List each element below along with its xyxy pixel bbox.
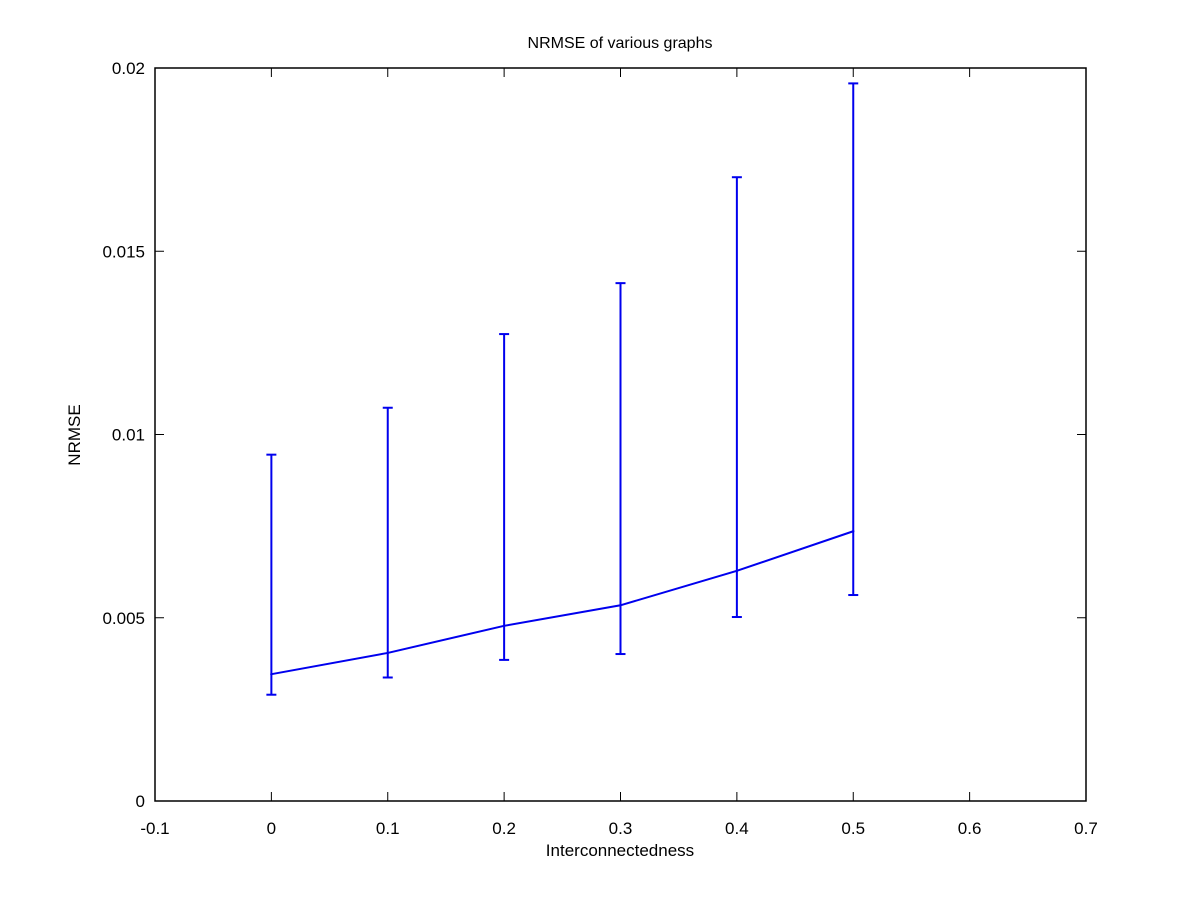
y-tick-label: 0	[136, 792, 145, 811]
y-tick-label: 0.01	[112, 426, 145, 445]
x-tick-label: 0	[267, 819, 276, 838]
series-line	[271, 530, 854, 676]
data-point	[270, 672, 273, 676]
data-point	[386, 651, 389, 655]
y-tick-label: 0.015	[102, 242, 145, 261]
data-point	[502, 624, 506, 628]
data-point	[852, 530, 855, 533]
data-point	[619, 604, 622, 607]
x-tick-label: 0.2	[492, 819, 516, 838]
x-tick-label: -0.1	[140, 819, 169, 838]
x-tick-label: 0.5	[841, 819, 865, 838]
y-tick-label: 0.005	[102, 609, 145, 628]
data-point	[735, 569, 739, 573]
x-tick-label: 0.3	[609, 819, 633, 838]
x-tick-label: 0.4	[725, 819, 749, 838]
y-tick-label: 0.02	[112, 59, 145, 78]
x-tick-label: 0.6	[958, 819, 982, 838]
x-axis-label: Interconnectedness	[546, 841, 694, 860]
y-axis-label: NRMSE	[65, 404, 84, 465]
data-marks	[266, 82, 859, 696]
x-tick-label: 0.1	[376, 819, 400, 838]
x-tick-label: 0.7	[1074, 819, 1098, 838]
axes: -0.1 0 0.1 0.2 0.3 0.4 0.5 0.6 0.7 0 0.005 0.01 0.01…	[102, 59, 1097, 838]
chart-title: NRMSE of various graphs	[528, 35, 713, 52]
